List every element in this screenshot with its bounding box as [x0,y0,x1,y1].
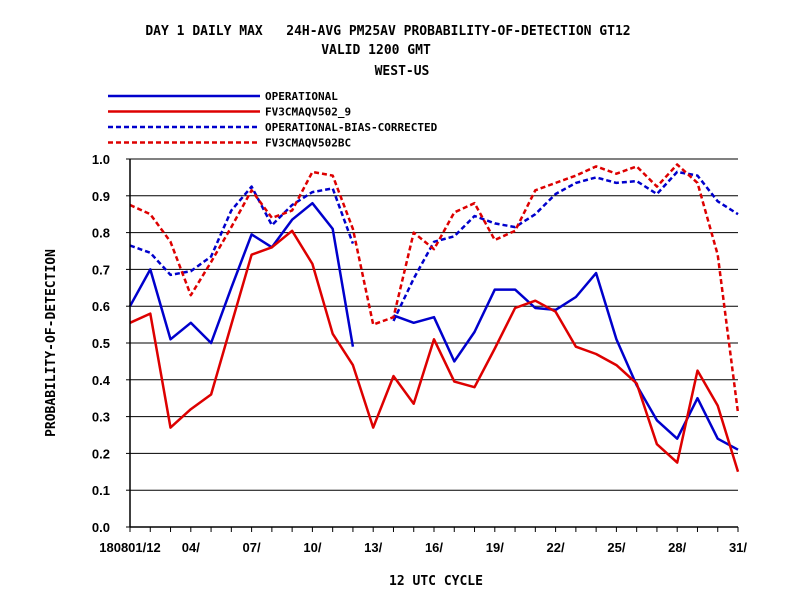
series-line-fv3cmaqv502bc [129,163,740,414]
legend: OPERATIONAL FV3CMAQV502_9 OPERATIONAL-BIAS… [108,90,438,150]
x-tick-label: 31/ [729,540,747,555]
series-line-operational [393,271,739,451]
y-axis-label: PROBABILITY-OF-DETECTION [44,249,59,437]
series-line-fv3cmaqv502-9 [129,229,740,473]
y-tick-label: 1.0 [92,152,110,167]
x-tick-label: 04/ [182,540,200,555]
x-tick-label: 180801/12 [99,540,160,555]
y-tick-label: 0.0 [92,520,110,535]
grid [130,158,738,491]
y-tick-label: 0.4 [92,373,111,388]
y-tick-label: 0.3 [92,410,110,425]
legend-label: FV3CMAQV502BC [265,137,351,150]
series-line-operational [128,201,355,347]
x-tick-label: 28/ [668,540,686,555]
x-axis-label: 12 UTC CYCLE [389,574,483,589]
y-tick-label: 0.6 [92,299,110,314]
legend-label: OPERATIONAL-BIAS-CORRECTED [265,121,438,134]
y-tick-label: 0.5 [92,336,110,351]
series-line-operational-bias-corrected [129,185,355,277]
x-tick-label: 13/ [364,540,382,555]
legend-label: OPERATIONAL [265,90,338,103]
x-tick-label: 19/ [486,540,504,555]
y-tick-label: 0.8 [92,226,110,241]
chart-subtitle-valid: VALID 1200 GMT [321,43,431,58]
x-tick-label: 16/ [425,540,443,555]
chart-title: DAY 1 DAILY MAX 24H-AVG PM25AV PROBABILI… [145,24,630,39]
x-tick-label: 22/ [547,540,565,555]
y-tick-label: 0.2 [92,446,110,461]
series-line-operational-bias-corrected [392,170,739,322]
series-layer [128,163,740,473]
y-tick-label: 0.1 [92,483,110,498]
y-tick-label: 0.7 [92,262,110,277]
x-tick-label: 10/ [303,540,321,555]
y-tick-label: 0.9 [92,189,110,204]
axes: 0.0 0.1 0.2 0.3 0.4 0.5 0.6 0.7 0.8 0.9 1.0 180801/… [92,152,747,555]
x-tick-label: 25/ [607,540,625,555]
x-tick-label: 07/ [243,540,261,555]
chart-subtitle-region: WEST-US [375,64,430,79]
legend-label: FV3CMAQV502_9 [265,106,351,119]
